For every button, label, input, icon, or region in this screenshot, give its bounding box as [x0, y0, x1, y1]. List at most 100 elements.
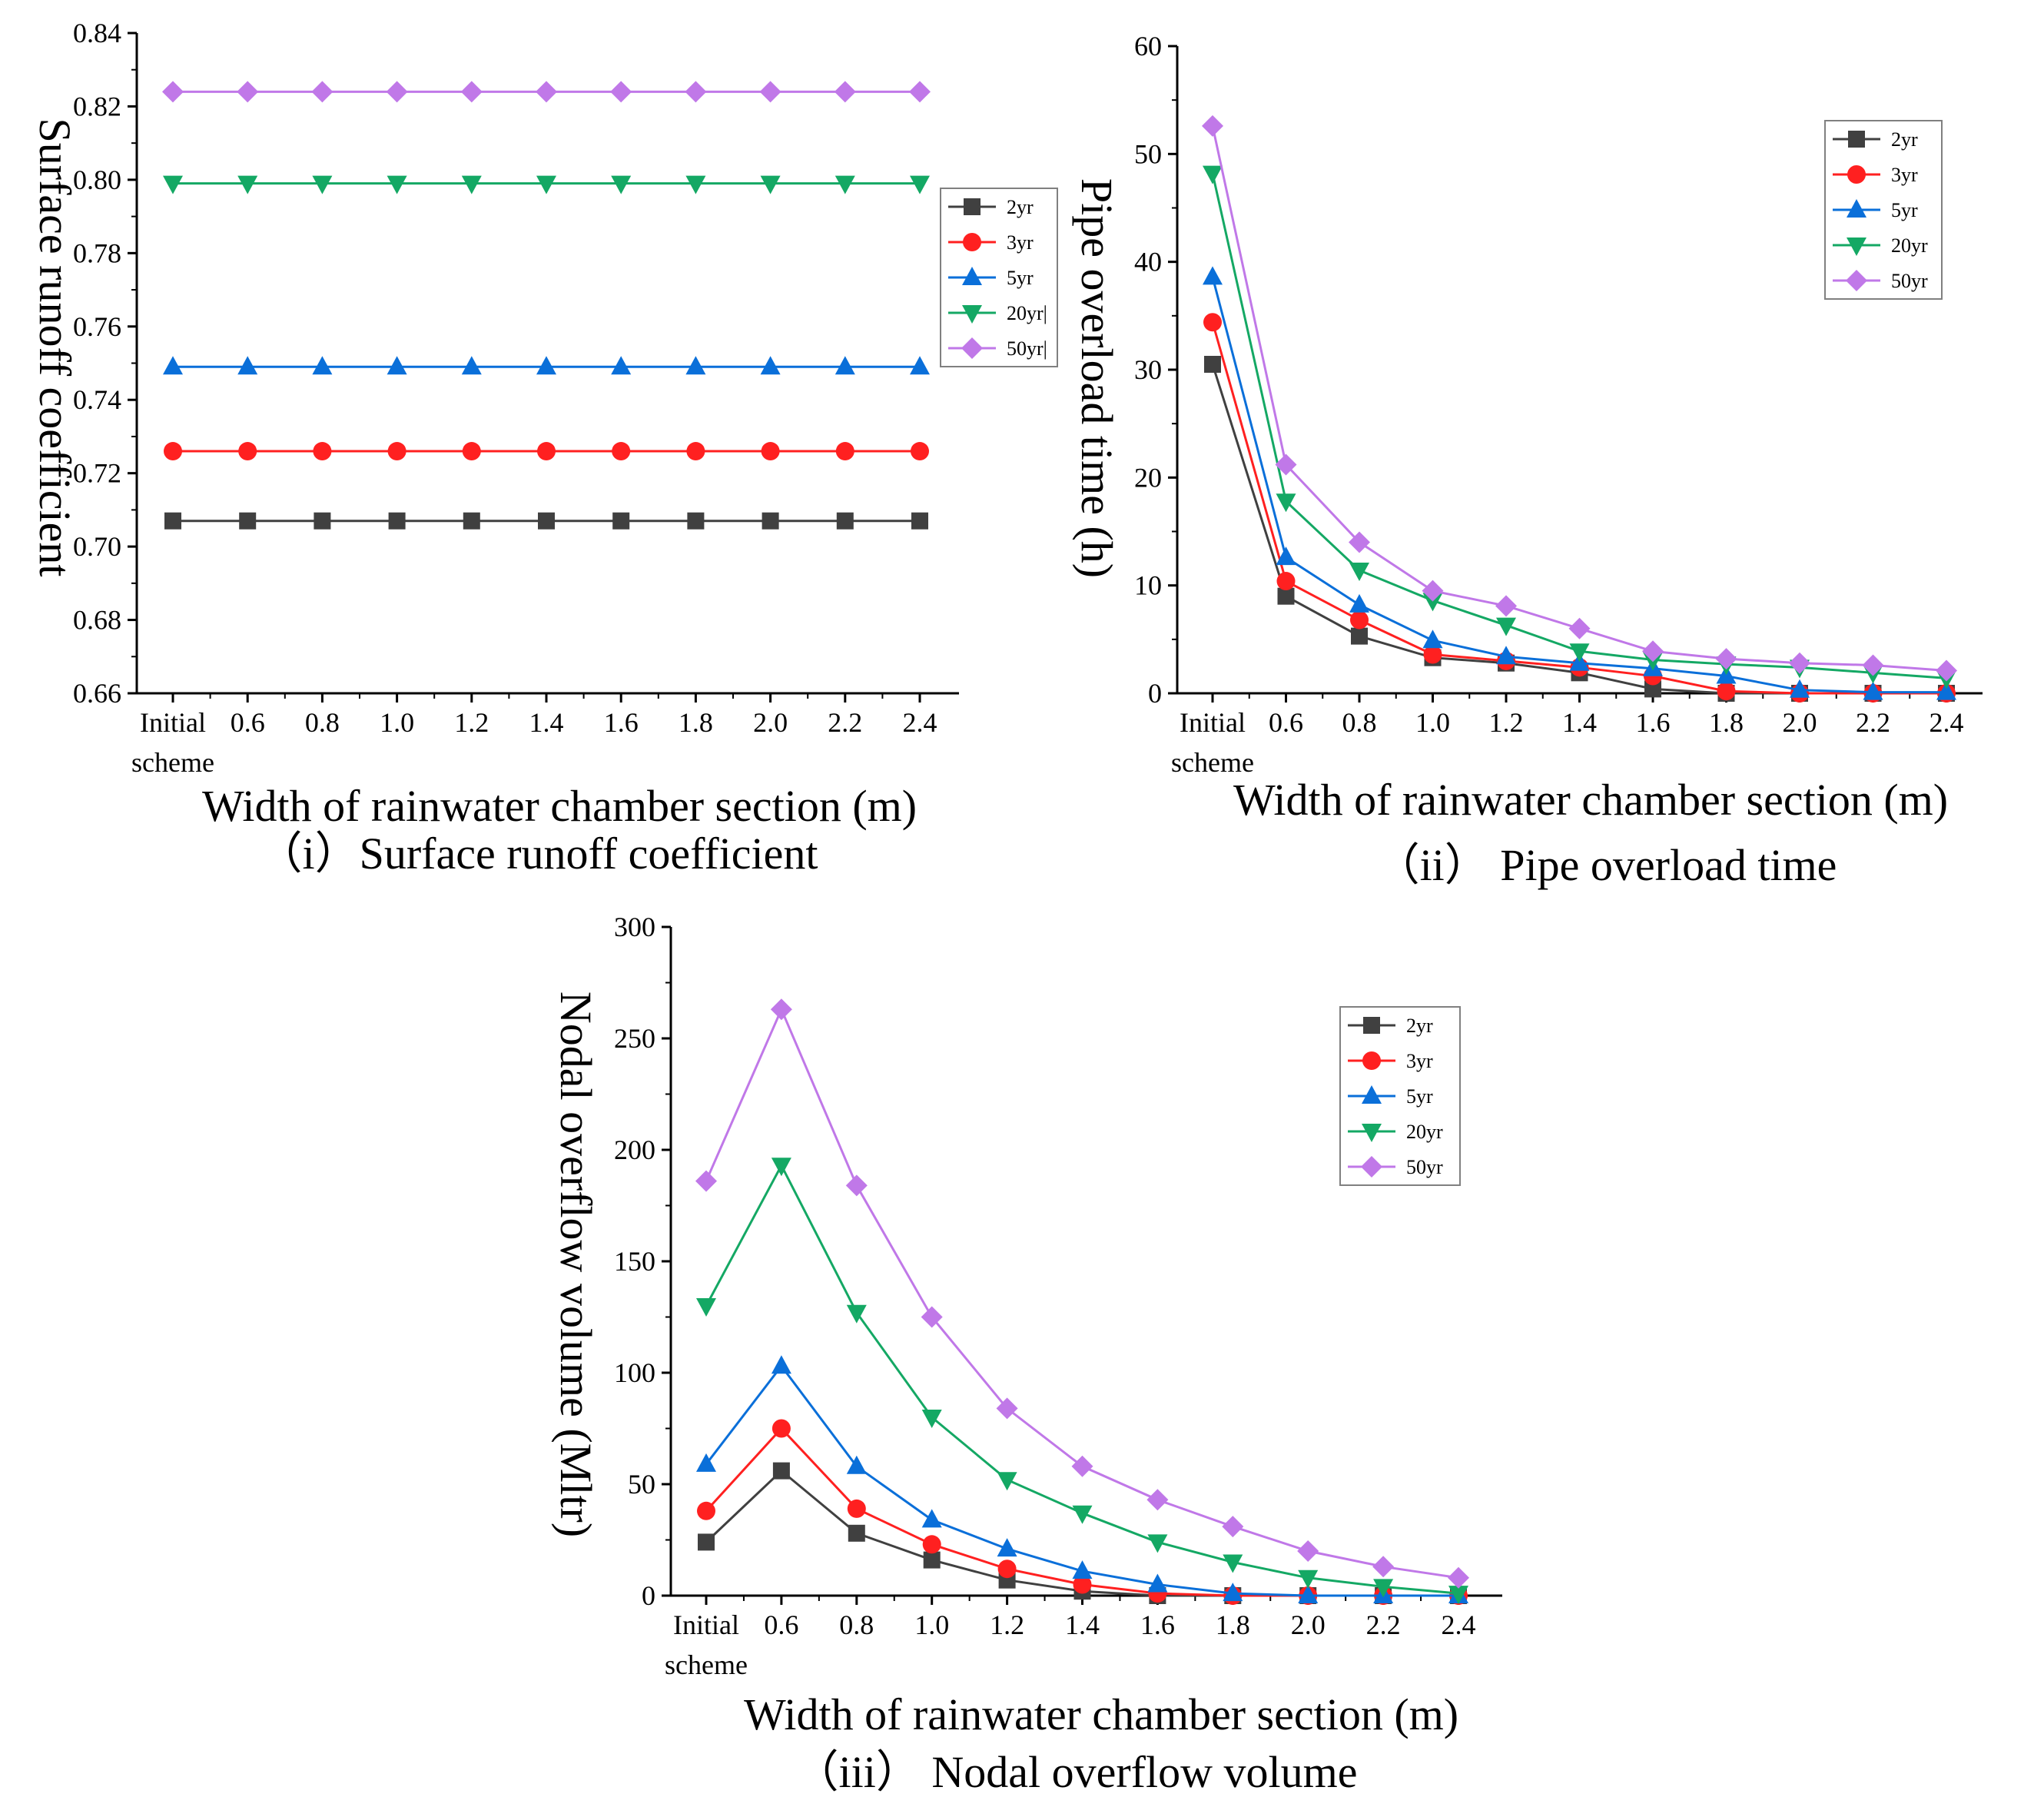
y-tick-label: 0.84	[73, 18, 121, 48]
chart-pipe-overload: 0 10 20 30 40 50 60 Initial scheme 0.6 0.8 1.0 1.2 1.…	[1072, 31, 1983, 890]
data-point-50yr	[610, 81, 632, 103]
data-point-2yr	[848, 1524, 865, 1542]
data-point-20yr	[312, 175, 333, 194]
axis-ticks: 0 10 20 30 40 50 60 Initial scheme 0.6 0.8 1.0 1.2 1.…	[1134, 31, 1964, 778]
legend-marker-20yr	[962, 305, 982, 324]
chart-surface-runoff: 0.66 0.68 0.70 0.72 0.74 0.76 0.78 0.80 0.82 0.84…	[30, 18, 1058, 879]
data-point-3yr	[1350, 610, 1369, 629]
data-point-20yr	[1349, 563, 1369, 582]
y-tick-label: 100	[614, 1357, 655, 1388]
data-point-2yr	[314, 512, 331, 530]
y-tick-label: 200	[614, 1134, 655, 1165]
data-point-20yr	[536, 175, 556, 194]
legend-marker-20yr	[1847, 238, 1866, 256]
panel-caption: （i）Surface runoff coefficient	[257, 829, 818, 879]
data-point-20yr	[1223, 1554, 1243, 1573]
data-point-3yr	[238, 442, 257, 461]
data-point-5yr	[1072, 1560, 1093, 1579]
legend-marker-50yr	[1361, 1156, 1382, 1178]
x-axis-title: Width of rainwater chamber section (m)	[744, 1689, 1458, 1739]
legend-marker-5yr	[1847, 199, 1866, 218]
x-tick-label: 1.4	[529, 707, 564, 738]
data-point-3yr	[612, 442, 631, 461]
data-point-5yr	[611, 356, 632, 375]
data-point-50yr	[770, 998, 792, 1021]
data-point-3yr	[922, 1535, 941, 1554]
data-point-5yr	[237, 356, 258, 375]
data-point-5yr	[1863, 681, 1883, 700]
data-point-5yr	[696, 1453, 716, 1472]
data-point-50yr	[1422, 580, 1444, 602]
data-point-5yr	[1223, 1583, 1243, 1602]
data-point-50yr	[695, 1170, 717, 1192]
y-tick-label: 0.66	[73, 678, 121, 709]
data-point-50yr	[1146, 1489, 1169, 1511]
legend-label-3yr: 3yr	[1406, 1050, 1433, 1072]
series-group	[162, 81, 931, 530]
legend-label-20yr: 20yr	[1406, 1121, 1443, 1143]
legend-marker-3yr	[1362, 1051, 1381, 1070]
x-tick-label: Initial	[140, 707, 206, 738]
y-tick-label: 30	[1134, 354, 1162, 385]
legend-label-2yr: 2yr	[1406, 1015, 1433, 1037]
data-point-2yr	[1351, 627, 1368, 645]
data-point-5yr	[997, 1538, 1017, 1557]
data-point-3yr	[997, 1560, 1017, 1579]
data-point-2yr	[923, 1551, 941, 1569]
x-tick-label: scheme	[665, 1649, 748, 1680]
x-tick-label: 1.2	[454, 707, 489, 738]
data-point-20yr	[1298, 1569, 1319, 1589]
data-point-50yr	[460, 81, 483, 103]
data-point-3yr	[1203, 313, 1222, 332]
data-point-20yr	[1072, 1505, 1093, 1524]
data-point-50yr	[921, 1306, 943, 1328]
legend-label-5yr: 5yr	[1891, 199, 1918, 221]
data-point-50yr	[311, 81, 333, 103]
data-point-2yr	[538, 512, 555, 530]
data-point-5yr	[835, 356, 855, 375]
data-point-3yr	[1073, 1575, 1092, 1594]
data-point-3yr	[1423, 645, 1442, 664]
x-tick-label: scheme	[131, 747, 214, 778]
data-point-50yr	[1936, 659, 1957, 682]
panel-caption: （iii） Nodal overflow volume	[795, 1747, 1358, 1797]
y-tick-label: 50	[628, 1469, 655, 1500]
data-point-5yr	[1203, 266, 1223, 285]
legend-marker-3yr	[1847, 165, 1866, 184]
data-point-50yr	[1071, 1455, 1093, 1477]
legend-label-5yr: 5yr	[1007, 267, 1034, 289]
data-point-50yr	[759, 81, 781, 103]
data-point-50yr	[1448, 1566, 1469, 1589]
data-point-2yr	[1204, 355, 1221, 373]
data-point-5yr	[163, 356, 183, 375]
data-point-5yr	[387, 356, 407, 375]
data-point-2yr	[1644, 680, 1661, 698]
data-point-2yr	[463, 512, 480, 530]
x-axis-title: Width of rainwater chamber section (m)	[202, 781, 917, 831]
data-point-5yr	[1496, 646, 1516, 665]
data-point-20yr	[997, 1472, 1017, 1491]
x-tick-label: Initial	[673, 1609, 739, 1640]
y-tick-label: 0	[1148, 678, 1162, 709]
y-tick-label: 300	[614, 912, 655, 942]
data-point-50yr	[162, 81, 184, 103]
data-point-5yr	[910, 356, 930, 375]
x-tick-label: 0.6	[764, 1609, 798, 1640]
data-point-3yr	[387, 442, 406, 461]
y-tick-label: 10	[1134, 570, 1162, 601]
y-axis-title: Pipe overload time (h)	[1072, 178, 1122, 578]
data-point-50yr	[1642, 640, 1664, 663]
legend-label-20yr: 20yr|	[1007, 302, 1047, 324]
data-point-20yr	[163, 175, 183, 194]
y-tick-label: 20	[1134, 462, 1162, 493]
data-point-2yr	[164, 512, 181, 530]
data-point-5yr	[1422, 629, 1443, 649]
data-point-20yr	[611, 175, 632, 194]
data-point-2yr	[772, 1462, 790, 1480]
y-tick-label: 0.68	[73, 605, 121, 636]
data-point-5yr	[536, 356, 556, 375]
data-point-20yr	[461, 175, 482, 194]
data-point-5yr	[1276, 546, 1296, 566]
chart-nodal-overflow: 0 50 100 150 200 250 300 Initial scheme 0.6 0.8 1.0…	[551, 912, 1502, 1797]
